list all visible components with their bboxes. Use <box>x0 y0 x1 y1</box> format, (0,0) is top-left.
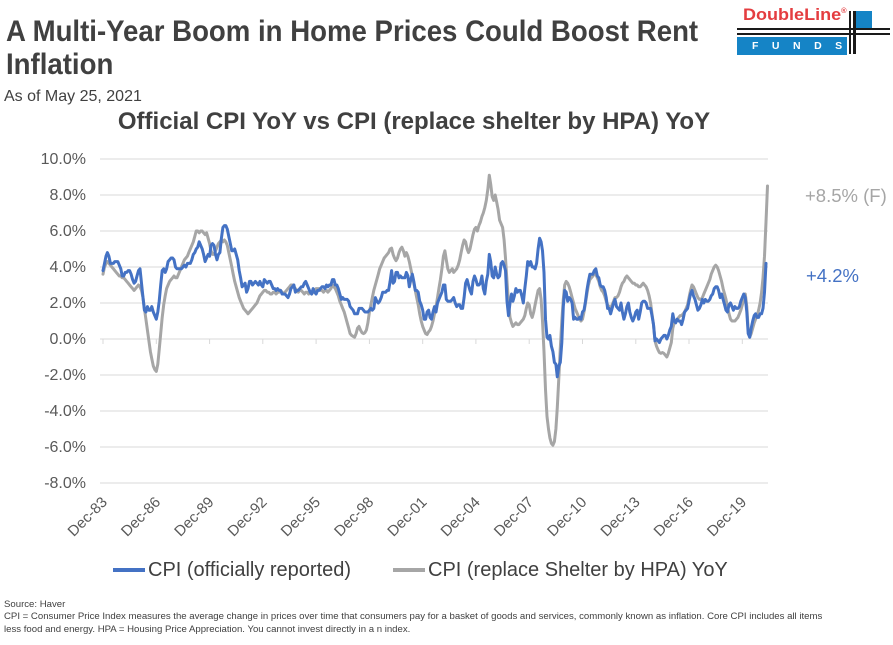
svg-text:Dec-16: Dec-16 <box>651 494 697 540</box>
svg-text:0.0%: 0.0% <box>50 331 86 348</box>
svg-text:4.0%: 4.0% <box>50 259 86 276</box>
svg-text:8.0%: 8.0% <box>50 187 86 204</box>
svg-text:Dec-92: Dec-92 <box>224 494 270 540</box>
svg-text:2.0%: 2.0% <box>50 295 86 312</box>
svg-text:Dec-83: Dec-83 <box>65 494 111 540</box>
svg-text:Dec-13: Dec-13 <box>597 494 643 540</box>
svg-text:-4.0%: -4.0% <box>44 403 86 420</box>
svg-text:Dec-10: Dec-10 <box>544 494 590 540</box>
svg-text:Dec-98: Dec-98 <box>331 494 377 540</box>
svg-text:6.0%: 6.0% <box>50 223 86 240</box>
svg-text:10.0%: 10.0% <box>41 151 86 168</box>
svg-text:Dec-86: Dec-86 <box>118 494 164 540</box>
svg-text:Dec-01: Dec-01 <box>384 494 430 540</box>
svg-text:-2.0%: -2.0% <box>44 367 86 384</box>
svg-text:Dec-89: Dec-89 <box>171 494 217 540</box>
svg-text:Dec-04: Dec-04 <box>438 494 484 540</box>
svg-text:-8.0%: -8.0% <box>44 475 86 492</box>
svg-text:Dec-19: Dec-19 <box>704 494 750 540</box>
svg-text:Dec-07: Dec-07 <box>491 494 537 540</box>
svg-text:-6.0%: -6.0% <box>44 439 86 456</box>
svg-text:Dec-95: Dec-95 <box>278 494 324 540</box>
